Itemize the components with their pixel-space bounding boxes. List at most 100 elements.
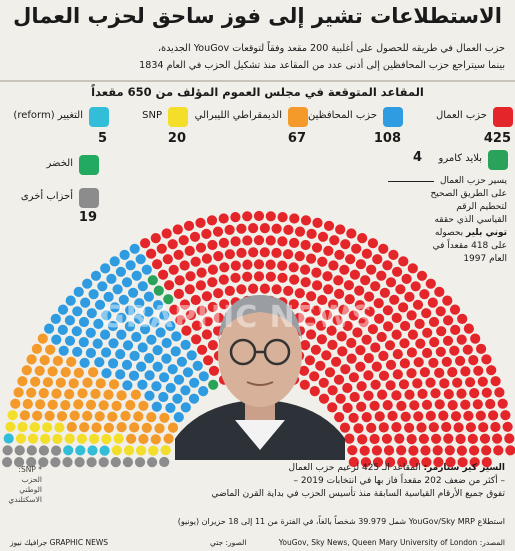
seat-حزب العمال	[294, 251, 305, 262]
seat-حزب المحافظين	[143, 291, 154, 302]
seat-حزب العمال	[196, 305, 207, 316]
seat-حزب العمال	[363, 390, 374, 401]
seat-حزب العمال	[224, 249, 235, 260]
seat-حزب المحافظين	[141, 264, 152, 275]
seat-حزب العمال	[379, 287, 390, 298]
seat-حزب العمال	[309, 371, 320, 382]
seat-حزب العمال	[140, 238, 151, 249]
seat-حزب العمال	[207, 239, 218, 251]
seat-حزب العمال	[378, 350, 389, 361]
seat-حزب العمال	[431, 433, 442, 444]
seat-الديمقراطي الليبرالي	[116, 422, 127, 433]
seat-حزب العمال	[416, 422, 427, 433]
seat-حزب المحافظين	[106, 273, 117, 284]
seat-حزب العمال	[376, 331, 387, 343]
seat-حزب العمال	[391, 422, 402, 433]
seat-حزب المحافظين	[167, 364, 178, 375]
seat-حزب العمال	[259, 247, 270, 258]
seat-حزب العمال	[348, 372, 359, 383]
seat-حزب العمال	[331, 356, 342, 367]
seat-حزب العمال	[356, 401, 367, 412]
seat-حزب العمال	[407, 263, 418, 274]
seat-حزب العمال	[460, 366, 471, 377]
seat-حزب العمال	[414, 318, 425, 329]
seat-حزب العمال	[242, 259, 253, 270]
seat-أحزاب أخرى	[86, 457, 97, 468]
seat-حزب المحافظين	[86, 308, 97, 319]
seat-حزب العمال	[322, 309, 333, 321]
seat-الديمقراطي الليبرالي	[90, 388, 101, 399]
seat-حزب العمال	[334, 412, 345, 423]
seat-حزب العمال	[453, 422, 464, 433]
seat-SNP	[5, 421, 16, 432]
seat-حزب العمال	[500, 410, 511, 421]
seat-SNP	[64, 433, 75, 444]
seat-حزب العمال	[493, 445, 504, 456]
footer-source: المصدر: YouGov, Sky News, Queen Mary Uni…	[278, 538, 505, 547]
seat-حزب العمال	[502, 421, 513, 432]
seat-حزب المحافظين	[50, 313, 61, 324]
seat-حزب العمال	[218, 213, 229, 224]
seat-الديمقراطي الليبرالي	[103, 389, 114, 400]
seat-حزب العمال	[396, 400, 407, 411]
seat-حزب العمال	[383, 445, 395, 456]
seat-حزب العمال	[469, 445, 480, 456]
seat-الديمقراطي الليبرالي	[30, 376, 41, 387]
seat-حزب المحافظين	[57, 304, 69, 315]
legend-swatch-reform	[89, 107, 109, 127]
seat-حزب المحافظين	[51, 334, 62, 345]
seat-حزب العمال	[432, 445, 443, 456]
seat-حزب العمال	[300, 264, 311, 275]
seat-الديمقراطي الليبرالي	[51, 388, 62, 399]
seat-حزب المحافظين	[131, 331, 142, 343]
seat-التغيير (reform)	[99, 445, 110, 456]
seat-حزب العمال	[342, 402, 353, 413]
seat-حزب العمال	[183, 220, 195, 231]
seat-الديمقراطي الليبرالي	[31, 343, 42, 354]
seat-الديمقراطي الليبرالي	[120, 410, 131, 421]
seat-حزب العمال	[384, 340, 396, 351]
legend-swatch-conservatives	[383, 107, 403, 127]
seat-حزب العمال	[173, 249, 184, 260]
seat-حزب العمال	[294, 226, 306, 237]
caption-line-3: تفوق جميع الأرقام القياسية السابقة منذ ت…	[211, 489, 505, 499]
seat-الديمقراطي الليبرالي	[17, 376, 28, 387]
seat-حزب العمال	[277, 236, 288, 247]
seat-حزب العمال	[265, 271, 276, 282]
subtitle: حزب العمال في طريقه للحصول على أغلبية 20…	[10, 40, 505, 74]
seat-حزب المحافظين	[108, 358, 119, 369]
seat-حزب المحافظين	[151, 381, 162, 392]
seat-حزب العمال	[224, 285, 235, 296]
seat-أحزاب أخرى	[2, 457, 13, 468]
seat-حزب العمال	[146, 248, 157, 259]
seat-حزب المحافظين	[189, 377, 200, 388]
seat-حزب العمال	[421, 457, 432, 468]
seat-حزب العمال	[248, 247, 259, 258]
seat-الديمقراطي الليبرالي	[66, 421, 77, 433]
seat-حزب العمال	[478, 422, 489, 433]
seat-حزب العمال	[456, 388, 467, 399]
seat-حزب العمال	[277, 260, 288, 271]
seat-حزب المحافظين	[109, 256, 120, 267]
seat-حزب العمال	[391, 312, 402, 323]
seat-حزب المحافظين	[97, 281, 108, 292]
seat-حزب العمال	[212, 226, 224, 237]
seat-حزب العمال	[299, 379, 310, 390]
seat-حزب العمال	[346, 353, 357, 364]
seat-حزب العمال	[435, 346, 446, 357]
seat-حزب العمال	[400, 320, 411, 332]
seat-حزب العمال	[242, 235, 253, 246]
seat-الديمقراطي الليبرالي	[129, 422, 140, 433]
seat-حزب العمال	[316, 320, 327, 331]
seat-حزب العمال	[339, 264, 350, 275]
seat-حزب العمال	[265, 211, 276, 222]
seat-حزب العمال	[300, 215, 312, 226]
seat-حزب المحافظين	[101, 347, 112, 358]
seat-حزب العمال	[436, 326, 447, 337]
seat-حزب العمال	[434, 399, 445, 410]
seat-حزب العمال	[289, 274, 300, 285]
seat-حزب العمال	[382, 400, 393, 411]
seat-SNP	[101, 434, 112, 445]
seat-حزب العمال	[300, 301, 311, 313]
seat-حزب المحافظين	[88, 289, 99, 300]
